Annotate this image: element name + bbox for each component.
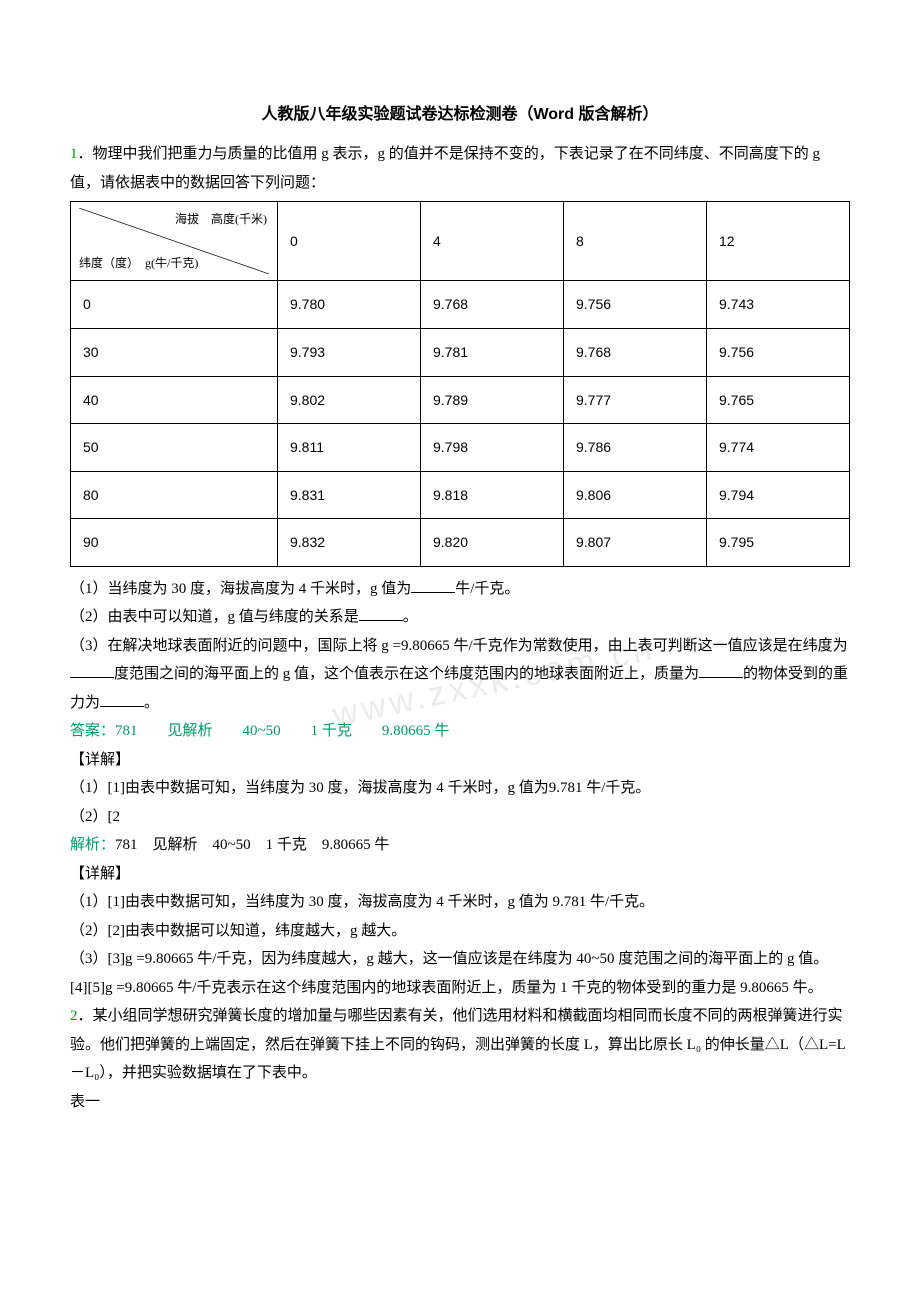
detail-label: 【详解】 [70, 746, 850, 775]
cell: 9.794 [707, 471, 850, 519]
table-row: 0 9.780 9.768 9.756 9.743 [71, 281, 850, 329]
cell: 9.806 [564, 471, 707, 519]
cell: 9.818 [421, 471, 564, 519]
q1-sub3-d: 。 [144, 695, 159, 711]
cell: 9.811 [278, 424, 421, 472]
cell: 9.756 [564, 281, 707, 329]
q1-sub3-b: 度范围之间的海平面上的 g 值，这个值表示在这个纬度范围内的地球表面附近上，质量… [114, 666, 699, 682]
q1-sub1: （1）当纬度为 30 度，海拔高度为 4 千米时，g 值为 牛/千克。 [70, 575, 850, 604]
q1-sub3: （3）在解决地球表面附近的问题中，国际上将 g =9.80665 牛/千克作为常… [70, 632, 850, 718]
cell: 9.768 [564, 328, 707, 376]
detail-2-1: （1）[1]由表中数据可知，当纬度为 30 度，海拔高度为 4 千米时，g 值为… [70, 888, 850, 917]
row-lat: 90 [71, 519, 278, 567]
detail-1-2: （2）[2 [70, 803, 850, 832]
table-row: 50 9.811 9.798 9.786 9.774 [71, 424, 850, 472]
answer-label: 答案： [70, 723, 115, 739]
answer-text: 781 见解析 40~50 1 千克 9.80665 牛 [115, 723, 449, 739]
table-diagonal-header: 海拔 高度(千米) 纬度（度） g(牛/千克) [71, 202, 278, 281]
q1-number: 1 [70, 146, 78, 162]
q2: 2．某小组同学想研究弹簧长度的增加量与哪些因素有关，他们选用材料和横截面均相同而… [70, 1002, 850, 1088]
q1-sub2-a: （2）由表中可以知道，g 值与纬度的关系是 [70, 609, 359, 625]
detail-2-4: [4][5]g =9.80665 牛/千克表示在这个纬度范围内的地球表面附近上，… [70, 974, 850, 1003]
q1-intro: 1．物理中我们把重力与质量的比值用 g 表示，g 的值并不是保持不变的，下表记录… [70, 140, 850, 197]
cell: 9.793 [278, 328, 421, 376]
row-lat: 30 [71, 328, 278, 376]
cell: 9.780 [278, 281, 421, 329]
blank [100, 692, 144, 707]
blank [411, 578, 455, 593]
col-h-2: 8 [564, 202, 707, 281]
table-row: 40 9.802 9.789 9.777 9.765 [71, 376, 850, 424]
doc-title: 人教版八年级实验题试卷达标检测卷（Word 版含解析） [70, 100, 850, 130]
detail-2-3: （3）[3]g =9.80665 牛/千克，因为纬度越大，g 越大，这一值应该是… [70, 945, 850, 974]
table-header-row: 海拔 高度(千米) 纬度（度） g(牛/千克) 0 4 8 12 [71, 202, 850, 281]
q1-sub1-a: （1）当纬度为 30 度，海拔高度为 4 千米时，g 值为 [70, 581, 411, 597]
q2-number: 2 [70, 1008, 78, 1024]
q1-sub2: （2）由表中可以知道，g 值与纬度的关系是 。 [70, 603, 850, 632]
q1-sub3-a: （3）在解决地球表面附近的问题中，国际上将 g =9.80665 牛/千克作为常… [70, 638, 848, 654]
cell: 9.786 [564, 424, 707, 472]
cell: 9.743 [707, 281, 850, 329]
col-h-0: 0 [278, 202, 421, 281]
blank [359, 606, 403, 621]
row-lat: 0 [71, 281, 278, 329]
col-h-3: 12 [707, 202, 850, 281]
cell: 9.781 [421, 328, 564, 376]
cell: 9.768 [421, 281, 564, 329]
col-h-1: 4 [421, 202, 564, 281]
blank [699, 663, 743, 678]
q1-analysis: 解析：781 见解析 40~50 1 千克 9.80665 牛 [70, 831, 850, 860]
header-latitude: 纬度（度） g(牛/千克) [79, 252, 198, 275]
cell: 9.756 [707, 328, 850, 376]
cell: 9.831 [278, 471, 421, 519]
detail2-label: 【详解】 [70, 860, 850, 889]
detail-1-1: （1）[1]由表中数据可知，当纬度为 30 度，海拔高度为 4 千米时，g 值为… [70, 774, 850, 803]
row-lat: 40 [71, 376, 278, 424]
cell: 9.789 [421, 376, 564, 424]
detail-2-2: （2）[2]由表中数据可以知道，纬度越大，g 越大。 [70, 917, 850, 946]
table-row: 30 9.793 9.781 9.768 9.756 [71, 328, 850, 376]
cell: 9.832 [278, 519, 421, 567]
q1-answer: 答案：781 见解析 40~50 1 千克 9.80665 牛 [70, 717, 850, 746]
row-lat: 80 [71, 471, 278, 519]
q2-table-label: 表一 [70, 1088, 850, 1117]
blank [70, 663, 114, 678]
q1-table: 海拔 高度(千米) 纬度（度） g(牛/千克) 0 4 8 12 0 9.780… [70, 201, 850, 567]
analysis-label: 解析： [70, 837, 115, 853]
table-row: 80 9.831 9.818 9.806 9.794 [71, 471, 850, 519]
q1-sub1-b: 牛/千克。 [455, 581, 519, 597]
row-lat: 50 [71, 424, 278, 472]
header-altitude: 海拔 高度(千米) [175, 208, 267, 231]
cell: 9.774 [707, 424, 850, 472]
q1-sub2-b: 。 [403, 609, 418, 625]
page: 人教版八年级实验题试卷达标检测卷（Word 版含解析） 1．物理中我们把重力与质… [0, 0, 920, 1176]
analysis-text: 781 见解析 40~50 1 千克 9.80665 牛 [115, 837, 389, 853]
cell: 9.820 [421, 519, 564, 567]
cell: 9.795 [707, 519, 850, 567]
cell: 9.765 [707, 376, 850, 424]
cell: 9.777 [564, 376, 707, 424]
q2-text: ．某小组同学想研究弹簧长度的增加量与哪些因素有关，他们选用材料和横截面均相同而长… [70, 1008, 846, 1081]
cell: 9.802 [278, 376, 421, 424]
cell: 9.798 [421, 424, 564, 472]
q1-intro-text: ．物理中我们把重力与质量的比值用 g 表示，g 的值并不是保持不变的，下表记录了… [70, 146, 820, 191]
cell: 9.807 [564, 519, 707, 567]
table-row: 90 9.832 9.820 9.807 9.795 [71, 519, 850, 567]
